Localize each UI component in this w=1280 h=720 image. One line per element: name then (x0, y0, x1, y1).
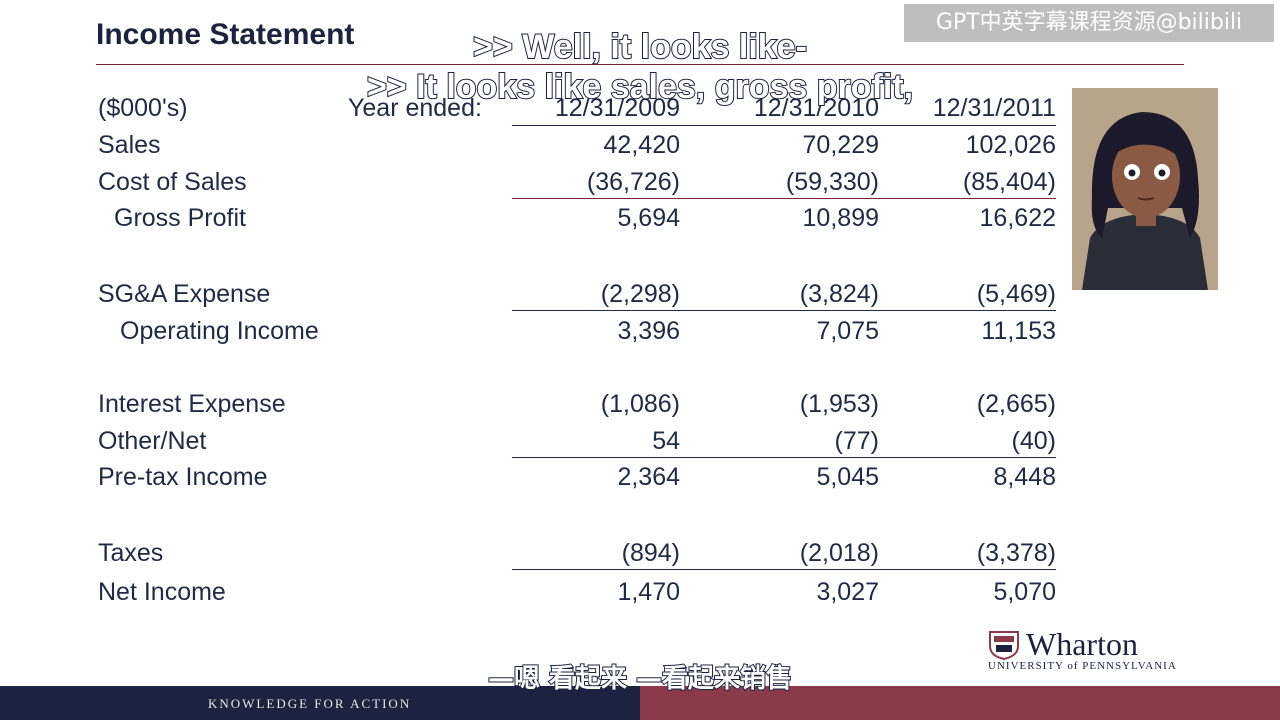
year-header: 12/31/2009 (554, 94, 680, 122)
row-value: (894) (621, 539, 680, 567)
row-value: 102,026 (965, 131, 1056, 159)
table-row: Taxes (894) (2,018) (3,378) (98, 539, 1058, 569)
row-label: Cost of Sales (98, 168, 247, 196)
subtotal-rule (512, 198, 1056, 199)
header-row: ($000's) Year ended: 12/31/2009 12/31/20… (98, 94, 1058, 124)
row-value: (3,378) (976, 539, 1056, 567)
row-label: Taxes (98, 539, 164, 567)
subtitle-line-2: >> It looks like sales, gross profit, (366, 67, 914, 107)
row-value: 1,470 (617, 578, 680, 606)
row-value: (59,330) (785, 168, 879, 196)
shield-icon (989, 631, 1019, 660)
table-row: SG&A Expense (2,298) (3,824) (5,469) (98, 280, 1058, 310)
subtitle-line-1: >> Well, it looks like- (472, 27, 808, 67)
subtotal-rule (512, 310, 1056, 311)
row-value: (2,018) (799, 539, 879, 567)
footer-tagline: KNOWLEDGE FOR ACTION (208, 696, 412, 711)
watermark: GPT中英字幕课程资源@bilibili (904, 4, 1274, 42)
row-label: Pre-tax Income (98, 463, 268, 491)
row-value: 5,070 (993, 578, 1056, 606)
footer-bar-left: KNOWLEDGE FOR ACTION (0, 686, 640, 720)
row-value: 3,396 (617, 317, 680, 345)
row-label: Gross Profit (114, 204, 246, 232)
row-value: (5,469) (976, 280, 1056, 308)
row-label: SG&A Expense (98, 280, 271, 308)
row-value: (3,824) (799, 280, 879, 308)
row-value: (1,086) (600, 390, 680, 418)
row-value: (1,953) (799, 390, 879, 418)
row-value: 2,364 (617, 463, 680, 491)
row-label: Interest Expense (98, 390, 286, 418)
row-value: (36,726) (586, 168, 680, 196)
table-row: Other/Net 54 (77) (40) (98, 427, 1058, 457)
row-value: (85,404) (962, 168, 1056, 196)
row-label: Net Income (98, 578, 226, 606)
table-row: Operating Income 3,396 7,075 11,153 (98, 317, 1058, 347)
row-value: 16,622 (979, 204, 1056, 232)
row-label: Operating Income (120, 317, 319, 345)
row-value: 3,027 (816, 578, 879, 606)
subtitle-chinese: —嗯 看起来 —看起来销售 (487, 663, 793, 695)
row-value: 10,899 (802, 204, 879, 232)
row-value: 5,694 (617, 204, 680, 232)
row-label: Other/Net (98, 427, 207, 455)
presenter-avatar (1072, 88, 1218, 290)
row-value: (2,665) (976, 390, 1056, 418)
footer-bar-right (640, 686, 1280, 720)
row-value: (40) (1011, 427, 1056, 455)
table-row: Net Income 1,470 3,027 5,070 (98, 578, 1058, 608)
subtotal-rule (512, 569, 1056, 570)
table-row: Sales 42,420 70,229 102,026 (98, 131, 1058, 161)
subtotal-rule (512, 457, 1056, 458)
logo-wordmark: Wharton (1026, 626, 1138, 662)
row-label: Sales (98, 131, 161, 159)
row-value: 7,075 (816, 317, 879, 345)
slide-title: Income Statement (96, 18, 355, 51)
row-value: 11,153 (981, 317, 1056, 345)
header-underline (512, 125, 1056, 126)
row-value: (2,298) (600, 280, 680, 308)
table-row: Cost of Sales (36,726) (59,330) (85,404) (98, 168, 1058, 198)
year-header: 12/31/2010 (753, 94, 879, 122)
row-value: 70,229 (802, 131, 879, 159)
row-value: (77) (834, 427, 879, 455)
row-value: 42,420 (603, 131, 680, 159)
logo-subtitle: UNIVERSITY of PENNSYLVANIA (988, 660, 1177, 672)
year-ended-label: Year ended: (348, 94, 482, 122)
year-header: 12/31/2011 (932, 94, 1056, 122)
table-row: Pre-tax Income 2,364 5,045 8,448 (98, 463, 1058, 493)
row-value: 54 (652, 427, 680, 455)
title-divider (96, 64, 1184, 65)
cartoon-woman-image (1072, 88, 1218, 290)
row-value: 5,045 (816, 463, 879, 491)
row-value: 8,448 (993, 463, 1056, 491)
units-label: ($000's) (98, 94, 188, 122)
table-row: Gross Profit 5,694 10,899 16,622 (98, 204, 1058, 234)
table-row: Interest Expense (1,086) (1,953) (2,665) (98, 390, 1058, 420)
